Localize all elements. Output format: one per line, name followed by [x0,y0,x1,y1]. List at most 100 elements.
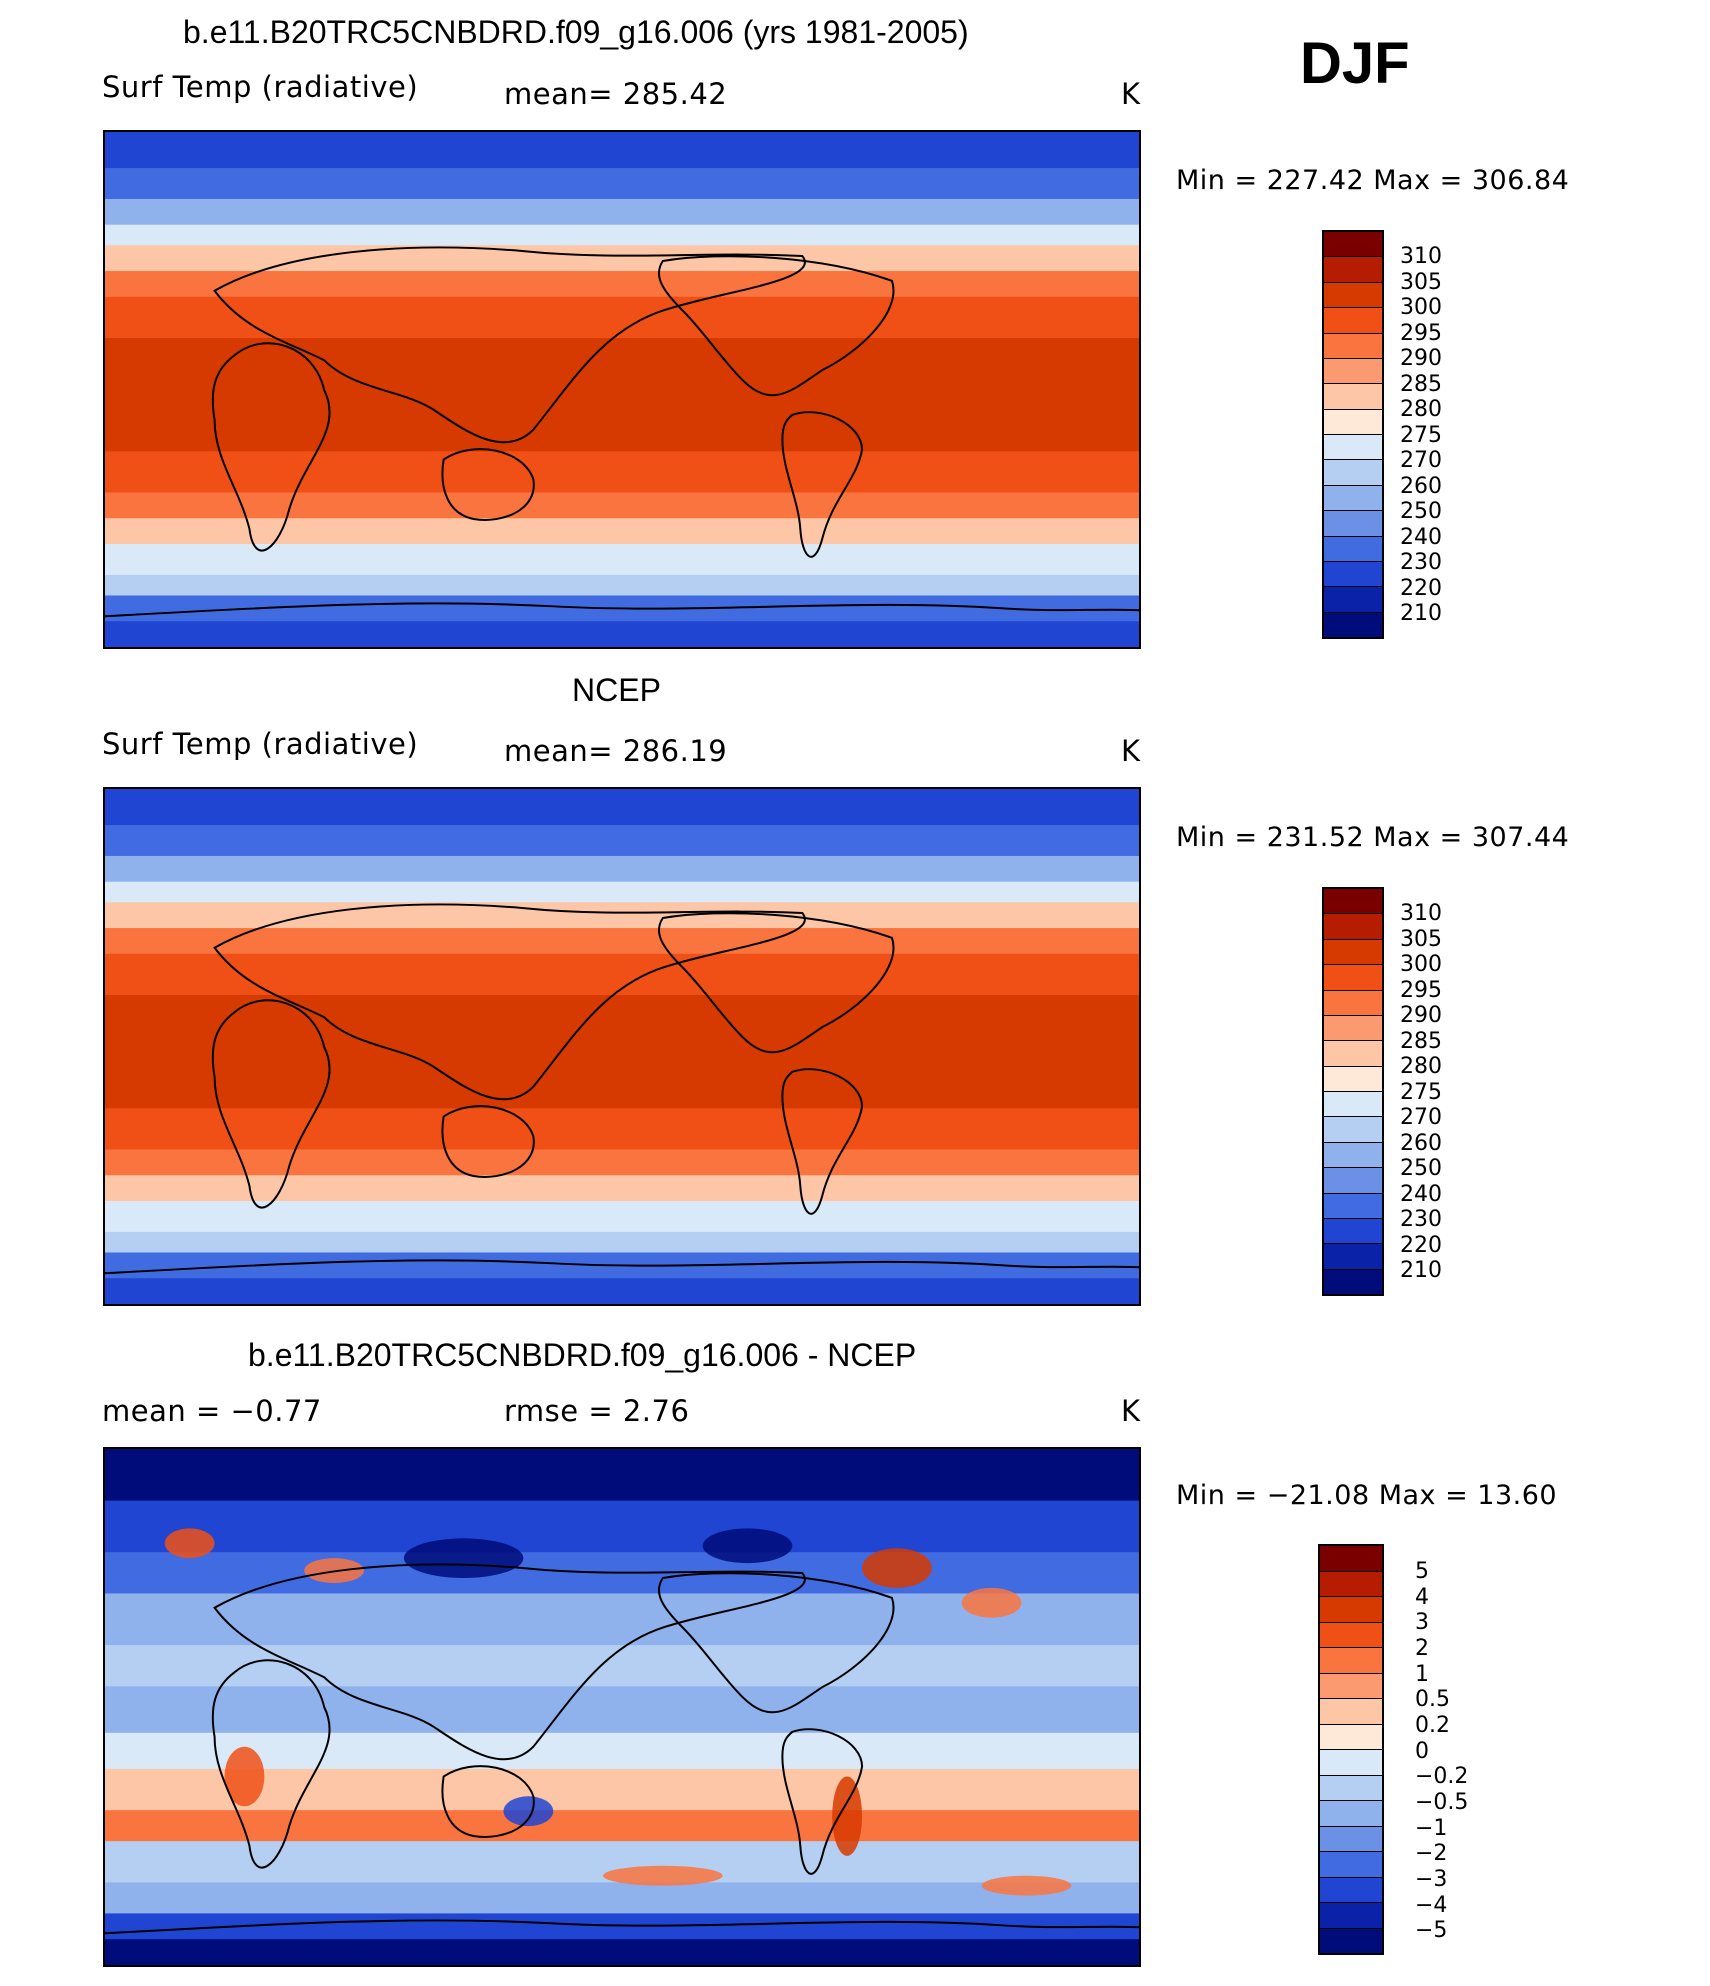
panel-3-title: b.e11.B20TRC5CNBDRD.f09_g16.006 - NCEP [248,1337,917,1373]
panel-1-colorbar-labels: 310 305 300 295 290 285 280 275 270 260 250 240 230 2… [1400,246,1480,629]
colorbar-label: 300 [1400,295,1442,321]
colorbar-label: 0.2 [1415,1713,1450,1739]
colorbar-swatch [1324,1117,1382,1143]
colorbar-label: 240 [1400,1181,1442,1207]
colorbar-label: 210 [1400,601,1442,627]
panel-2-title: NCEP [572,672,661,708]
colorbar-label: 295 [1400,320,1442,346]
colorbar-swatch [1320,1826,1382,1852]
colorbar-swatch [1320,1546,1382,1572]
colorbar-swatch [1324,409,1382,435]
colorbar-swatch [1320,1750,1382,1776]
colorbar-label: 220 [1400,575,1442,601]
colorbar-label: 240 [1400,524,1442,550]
colorbar-label: 260 [1400,1130,1442,1156]
colorbar-label: 300 [1400,952,1442,978]
panel-1-minmax: Min = 227.42 Max = 306.84 [1176,165,1570,196]
colorbar-label: 290 [1400,1003,1442,1029]
panel-1-variable-label: Surf Temp (radiative) [102,70,419,104]
colorbar-swatch [1324,1015,1382,1042]
panel-3-map-field [105,1449,1139,1965]
colorbar-swatch [1324,460,1382,486]
panel-2-map-field [105,789,1139,1304]
colorbar-swatch [1324,257,1382,283]
panel-1-map [103,130,1141,649]
colorbar-swatch [1324,435,1382,461]
colorbar-label: 230 [1400,550,1442,576]
colorbar-swatch [1324,384,1382,410]
colorbar-label: 275 [1400,1079,1442,1105]
panel-3-units: K [1121,1394,1141,1428]
panel-3-mean-label: mean = −0.77 [102,1394,322,1428]
panel-3-minmax: Min = −21.08 Max = 13.60 [1176,1480,1558,1511]
colorbar-label: 285 [1400,371,1442,397]
colorbar-label: 310 [1400,901,1442,926]
colorbar-label: 285 [1400,1028,1442,1054]
panel-2-colorbar [1322,887,1384,1296]
panel-2-map [103,787,1141,1306]
colorbar-swatch [1320,1699,1382,1725]
colorbar-swatch [1324,914,1382,940]
colorbar-swatch [1324,965,1382,991]
colorbar-swatch [1324,485,1382,512]
colorbar-label: 280 [1400,397,1442,423]
colorbar-swatch [1324,1142,1382,1169]
colorbar-swatch [1320,1622,1382,1648]
colorbar-swatch [1320,1877,1382,1903]
colorbar-swatch [1324,511,1382,537]
panel-2-minmax: Min = 231.52 Max = 307.44 [1176,822,1570,853]
colorbar-label: 250 [1400,499,1442,525]
colorbar-swatch [1324,1092,1382,1118]
colorbar-swatch [1320,1648,1382,1674]
colorbar-swatch [1320,1903,1382,1929]
colorbar-label: 305 [1400,269,1442,295]
colorbar-swatch [1324,939,1382,966]
colorbar-label: 220 [1400,1232,1442,1258]
colorbar-label: 290 [1400,346,1442,372]
panel-2-variable-label: Surf Temp (radiative) [102,727,419,761]
panel-2-units: K [1121,734,1141,768]
colorbar-swatch [1324,1066,1382,1092]
panel-3-map [103,1447,1141,1967]
panel-1-mean-label: mean= 285.42 [504,77,728,111]
colorbar-swatch [1320,1673,1382,1699]
colorbar-label: 4 [1415,1584,1429,1610]
colorbar-swatch [1320,1801,1382,1827]
colorbar-swatch [1324,1218,1382,1245]
colorbar-label: 2 [1415,1636,1429,1662]
colorbar-swatch [1324,333,1382,359]
season-label: DJF [1300,31,1410,96]
colorbar-swatch [1324,1041,1382,1067]
colorbar-label: 260 [1400,473,1442,499]
panel-3-colorbar-labels: 5 4 3 2 1 0.5 0.2 0 −0.2 −0.5 −1 −2 −3 −4 −5 [1415,1561,1495,1946]
colorbar-swatch [1320,1775,1382,1801]
colorbar-swatch [1324,536,1382,562]
colorbar-swatch [1324,561,1382,588]
colorbar-label: 250 [1400,1156,1442,1182]
colorbar-label: 270 [1400,1105,1442,1131]
colorbar-swatch [1324,990,1382,1016]
colorbar-swatch [1320,1852,1382,1878]
colorbar-swatch [1324,1244,1382,1270]
panel-2-colorbar-labels: 310 305 300 295 290 285 280 275 270 260 250 240 230 2… [1400,903,1480,1286]
panel-1-title: b.e11.B20TRC5CNBDRD.f09_g16.006 (yrs 198… [183,14,969,50]
colorbar-swatch [1320,1928,1382,1953]
colorbar-label: −4 [1415,1892,1448,1918]
colorbar-label: 1 [1415,1661,1429,1687]
panel-3-rmse-label: rmse = 2.76 [504,1394,690,1428]
colorbar-swatch [1324,1168,1382,1194]
colorbar-label: −2 [1415,1841,1448,1867]
panel-1-colorbar [1322,230,1384,639]
colorbar-swatch [1320,1571,1382,1597]
colorbar-swatch [1324,282,1382,309]
colorbar-label: 275 [1400,422,1442,448]
colorbar-swatch [1324,612,1382,637]
colorbar-swatch [1324,889,1382,915]
colorbar-label: 5 [1415,1559,1429,1584]
colorbar-label: 280 [1400,1054,1442,1080]
colorbar-label: 0.5 [1415,1687,1450,1713]
colorbar-label: −0.2 [1415,1764,1469,1790]
colorbar-label: 310 [1400,244,1442,269]
panel-1-map-field [105,132,1139,647]
colorbar-label: 0 [1415,1738,1429,1764]
